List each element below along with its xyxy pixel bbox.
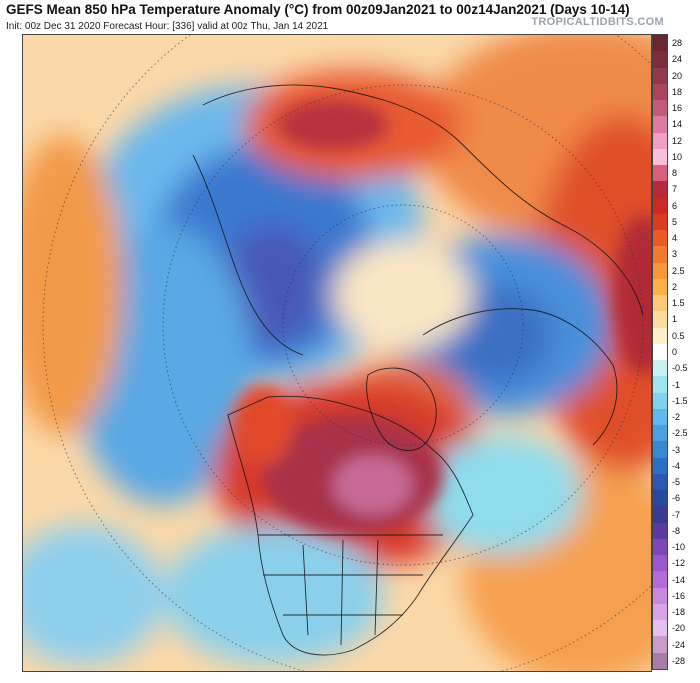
colorbar-label: -24 — [672, 639, 686, 650]
map-title: GEFS Mean 850 hPa Temperature Anomaly (°… — [6, 2, 630, 17]
anomaly-map-svg — [23, 35, 651, 671]
colorbar-label: -4 — [672, 460, 681, 471]
colorbar-label: -1.5 — [672, 395, 688, 406]
colorbar-swatch — [653, 343, 667, 361]
colorbar-label: 28 — [672, 38, 683, 49]
colorbar-swatch — [653, 213, 667, 231]
colorbar-swatch — [653, 327, 667, 345]
colorbar-label: 0 — [672, 347, 678, 357]
colorbar-label: 2 — [672, 281, 678, 292]
anomaly-map — [22, 34, 652, 672]
colorbar-label: 16 — [672, 103, 683, 114]
colorbar-swatch — [653, 620, 667, 637]
colorbar-label: -7 — [672, 509, 681, 520]
colorbar-swatch — [653, 35, 667, 52]
colorbar-swatch — [653, 83, 667, 101]
colorbar-label: 3 — [672, 249, 678, 260]
colorbar-swatch — [653, 116, 667, 134]
colorbar-label: 12 — [672, 135, 683, 146]
colorbar-label: -18 — [672, 607, 686, 618]
colorbar-swatch — [653, 295, 667, 312]
colorbar-swatch — [653, 587, 667, 605]
colorbar-swatch — [653, 197, 667, 215]
colorbar-swatch — [653, 51, 667, 68]
map-subtitle: Init: 00z Dec 31 2020 Forecast Hour: [33… — [6, 21, 329, 32]
colorbar-label: 2.5 — [672, 265, 685, 276]
colorbar-swatch — [653, 132, 667, 150]
colorbar-label: -3 — [672, 444, 681, 455]
colorbar-swatch — [653, 506, 667, 524]
colorbar — [652, 34, 668, 670]
colorbar-labels: 28 24 20 18 16 14 12 10 8 7 6 5 4 3 2.5 2 1.5 1 0.5 0 -0.5 -1… — [670, 34, 700, 670]
colorbar-swatch — [653, 278, 667, 296]
colorbar-swatch — [653, 538, 667, 556]
colorbar-label: -12 — [672, 558, 686, 569]
colorbar-label: 6 — [672, 200, 678, 211]
colorbar-label: 4 — [672, 233, 678, 244]
colorbar-label: -20 — [672, 623, 686, 634]
colorbar-swatch — [653, 148, 667, 166]
colorbar-label: -16 — [672, 590, 686, 601]
colorbar-label: -14 — [672, 574, 686, 585]
colorbar-label: 0.5 — [672, 330, 685, 341]
colorbar-swatch — [653, 392, 667, 410]
colorbar-label: -2.5 — [672, 428, 688, 439]
colorbar-label: -2 — [672, 412, 681, 423]
colorbar-swatch — [653, 408, 667, 426]
colorbar-label: 18 — [672, 86, 683, 97]
colorbar-swatch — [653, 360, 667, 377]
colorbar-label: 24 — [672, 54, 683, 65]
colorbar-label: -0.5 — [672, 363, 688, 374]
colorbar-swatch — [653, 441, 667, 459]
colorbar-label: 20 — [672, 70, 683, 81]
colorbar-swatch — [653, 571, 667, 589]
source-watermark: TROPICALTIDBITS.COM — [531, 16, 664, 28]
colorbar-label: -5 — [672, 477, 681, 488]
colorbar-swatch — [653, 262, 667, 280]
colorbar-label: -1 — [672, 379, 681, 390]
colorbar-label: -8 — [672, 525, 681, 536]
colorbar-label: 1.5 — [672, 298, 685, 309]
colorbar-swatch — [653, 603, 667, 621]
colorbar-swatch — [653, 311, 667, 329]
colorbar-swatch — [653, 100, 667, 117]
colorbar-label: 1 — [672, 314, 678, 325]
colorbar-label: -6 — [672, 493, 681, 504]
colorbar-label: -10 — [672, 542, 686, 553]
colorbar-swatch — [653, 246, 667, 264]
colorbar-swatch — [653, 636, 667, 654]
colorbar-swatch — [653, 376, 667, 394]
colorbar-label: 5 — [672, 216, 678, 227]
colorbar-label: 14 — [672, 119, 683, 130]
colorbar-swatch — [653, 181, 667, 199]
colorbar-swatch — [653, 473, 667, 491]
colorbar-swatch — [653, 165, 667, 182]
colorbar-label: -28 — [672, 655, 686, 666]
colorbar-swatch — [653, 230, 667, 247]
colorbar-swatch — [653, 457, 667, 475]
colorbar-swatch — [653, 652, 667, 670]
colorbar-swatch — [653, 425, 667, 442]
colorbar-swatch — [653, 522, 667, 540]
colorbar-swatch — [653, 67, 667, 85]
colorbar-swatch — [653, 490, 667, 507]
colorbar-label: 8 — [672, 168, 678, 179]
colorbar-label: 7 — [672, 184, 678, 195]
colorbar-label: 10 — [672, 151, 683, 162]
colorbar-swatch — [653, 555, 667, 572]
